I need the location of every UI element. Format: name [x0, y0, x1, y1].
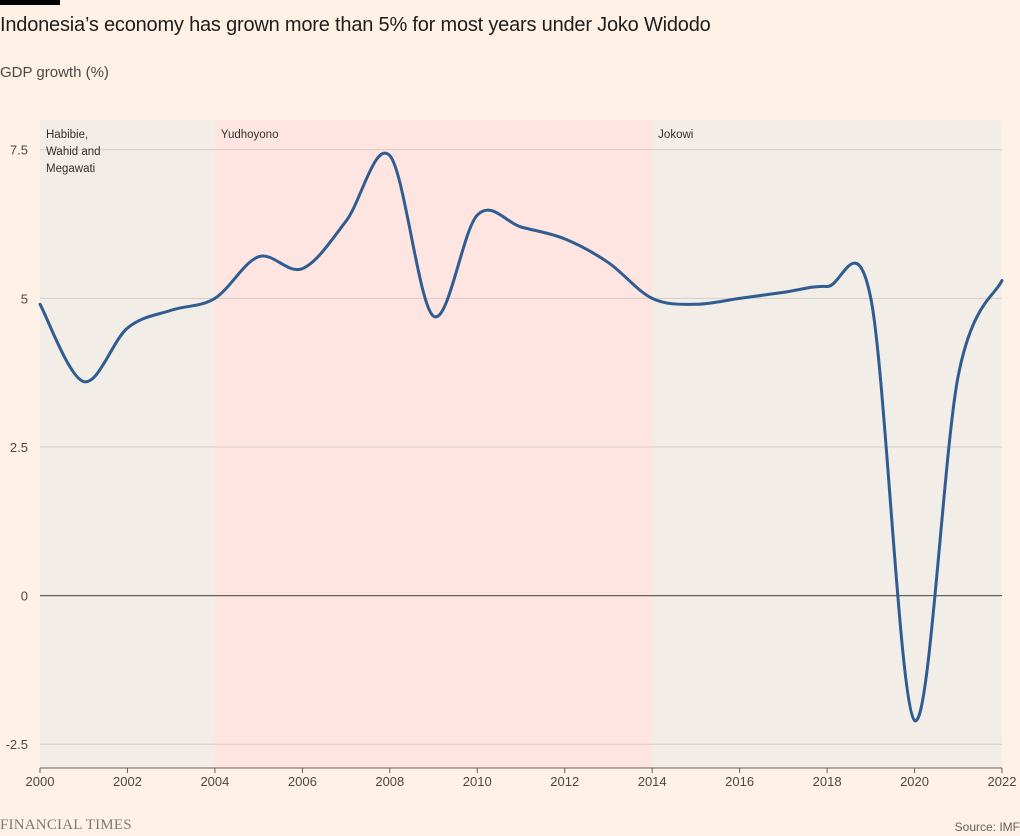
y-tick-label: 0: [21, 589, 28, 604]
x-tick-label: 2002: [113, 774, 142, 789]
data-point: [563, 237, 567, 241]
ft-top-bar: [0, 0, 60, 5]
data-point: [475, 213, 479, 217]
data-point: [169, 308, 173, 312]
data-point: [300, 267, 304, 271]
data-point: [344, 219, 348, 223]
y-tick-label: -2.5: [6, 737, 28, 752]
y-tick-label: 2.5: [10, 440, 28, 455]
x-tick-label: 2018: [813, 774, 842, 789]
x-tick-label: 2022: [988, 774, 1017, 789]
data-point: [125, 326, 129, 330]
data-point: [650, 296, 654, 300]
data-point: [257, 255, 261, 259]
data-point: [781, 290, 785, 294]
x-tick-label: 2016: [725, 774, 754, 789]
ft-logo: FINANCIAL TIMES: [0, 817, 132, 833]
era-label: Jokowi: [658, 129, 693, 141]
era-label: Yudhoyono: [221, 129, 279, 141]
era-label-line: Yudhoyono: [221, 129, 279, 141]
chart-subtitle: GDP growth (%): [0, 64, 109, 81]
x-tick-label: 2006: [288, 774, 317, 789]
source-note: Source: IMF: [954, 820, 1020, 834]
era-label-line: Habibie,: [46, 129, 88, 141]
x-tick-label: 2000: [26, 774, 55, 789]
data-point: [825, 284, 829, 288]
era-band: [652, 120, 1002, 768]
era-label-line: Megawati: [46, 163, 95, 175]
data-point: [432, 314, 436, 318]
data-point: [519, 225, 523, 229]
data-point: [388, 154, 392, 158]
chart-title: Indonesia’s economy has grown more than …: [0, 14, 711, 36]
data-point: [82, 380, 86, 384]
x-tick-label: 2004: [200, 774, 229, 789]
era-band: [214, 120, 653, 768]
x-tick-label: 2014: [638, 774, 667, 789]
gdp-growth-line: [38, 151, 1004, 722]
y-tick-label: 7.5: [10, 143, 28, 158]
era-label: Habibie, Wahid and Megawati: [46, 129, 101, 175]
x-tick-label: 2010: [463, 774, 492, 789]
data-point: [869, 296, 873, 300]
y-tick-label: 5: [21, 291, 28, 306]
data-point: [956, 374, 960, 378]
data-point: [1000, 279, 1004, 283]
data-point: [606, 261, 610, 265]
x-tick-label: 2012: [550, 774, 579, 789]
data-point: [213, 296, 217, 300]
data-point: [738, 296, 742, 300]
era-label-line: Jokowi: [658, 129, 693, 141]
x-tick-label: 2020: [900, 774, 929, 789]
data-point: [694, 302, 698, 306]
era-band: [40, 120, 215, 768]
data-point: [38, 302, 42, 306]
era-label-line: Wahid and: [46, 146, 101, 158]
data-point: [913, 718, 917, 722]
x-tick-label: 2008: [375, 774, 404, 789]
